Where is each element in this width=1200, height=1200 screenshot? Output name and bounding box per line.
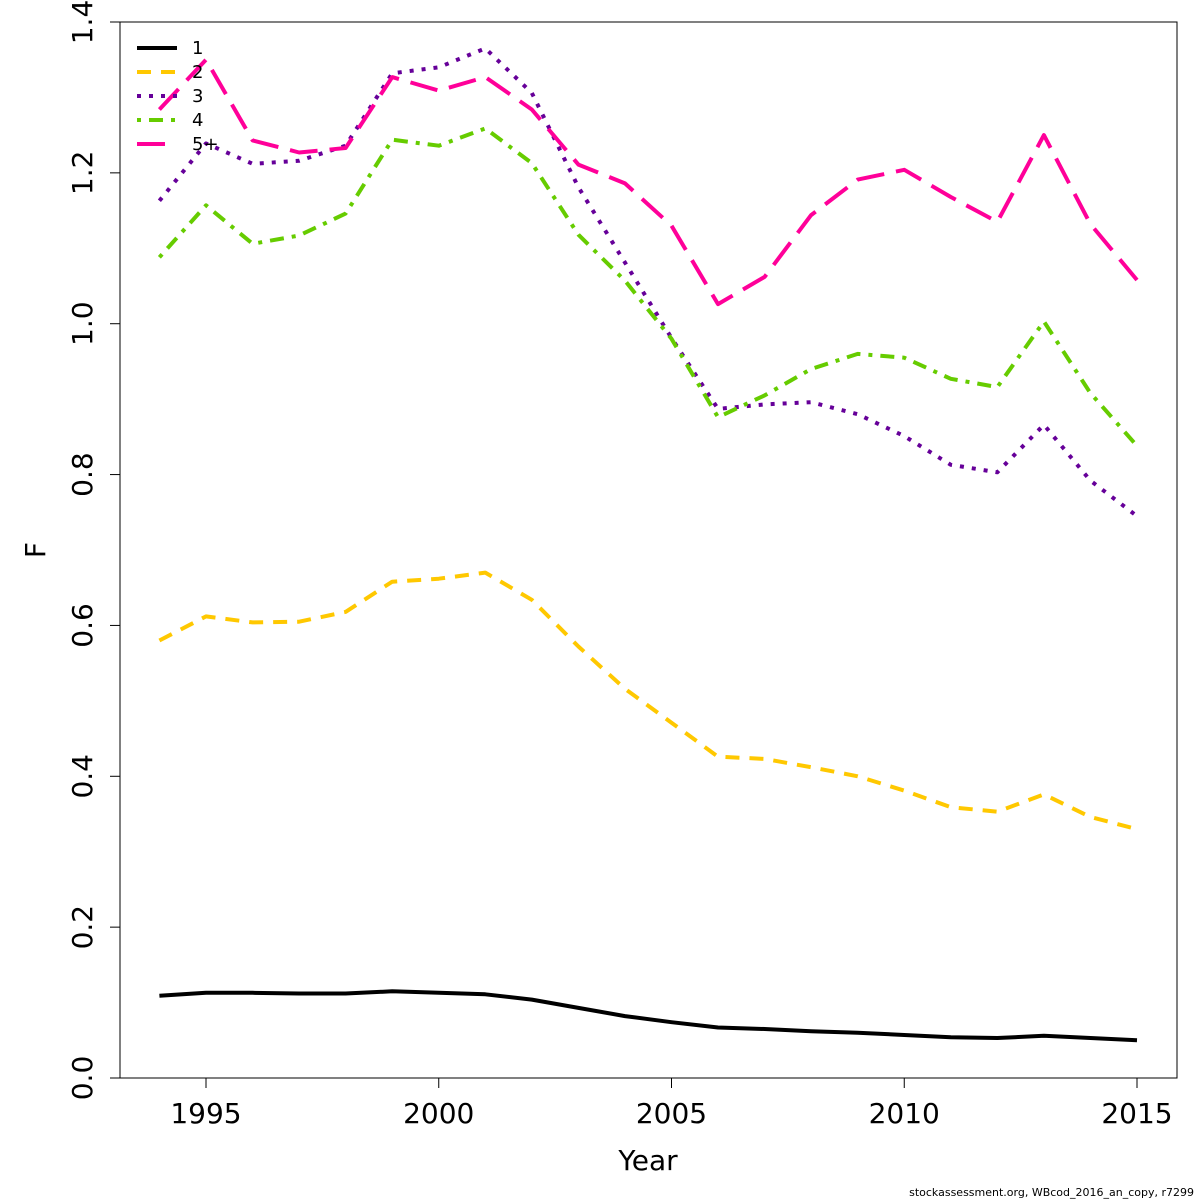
x-tick-label: 2000 bbox=[403, 1097, 474, 1130]
y-axis: 0.0 0.2 0.4 0.6 0.8 1.0 1.2 1.4 bbox=[66, 0, 121, 1101]
y-tick-label: 0.6 bbox=[66, 603, 99, 648]
series-line-3 bbox=[157, 46, 1139, 518]
series-line-4 bbox=[157, 126, 1139, 448]
series-line-1 bbox=[159, 989, 1138, 1043]
legend-label: 4 bbox=[192, 110, 203, 131]
y-tick-label: 1.0 bbox=[66, 301, 99, 346]
legend-label: 2 bbox=[192, 62, 203, 83]
y-tick-label: 0.0 bbox=[66, 1056, 99, 1101]
footer-text: stockassessment.org, WBcod_2016_an_copy,… bbox=[909, 1186, 1194, 1199]
x-axis-title: Year bbox=[617, 1144, 678, 1177]
series-line-5plus bbox=[157, 57, 1139, 307]
y-tick-label: 1.4 bbox=[66, 0, 99, 44]
x-tick-label: 2005 bbox=[636, 1097, 707, 1130]
legend-label: 1 bbox=[192, 38, 203, 59]
x-tick-label: 2015 bbox=[1101, 1097, 1172, 1130]
y-tick-label: 1.2 bbox=[66, 151, 99, 196]
legend: 1 2 3 4 5+ bbox=[137, 38, 219, 155]
series-line-2 bbox=[158, 570, 1138, 832]
y-tick-label: 0.2 bbox=[66, 905, 99, 950]
x-tick-label: 1995 bbox=[170, 1097, 241, 1130]
y-tick-label: 0.4 bbox=[66, 754, 99, 799]
legend-label: 5+ bbox=[192, 134, 219, 155]
y-tick-label: 0.8 bbox=[66, 452, 99, 497]
y-axis-title: F bbox=[19, 542, 52, 558]
x-axis: 1995 2000 2005 2010 2015 bbox=[170, 1077, 1173, 1130]
series-layer bbox=[157, 46, 1139, 1043]
legend-label: 3 bbox=[192, 86, 203, 107]
x-tick-label: 2010 bbox=[869, 1097, 940, 1130]
